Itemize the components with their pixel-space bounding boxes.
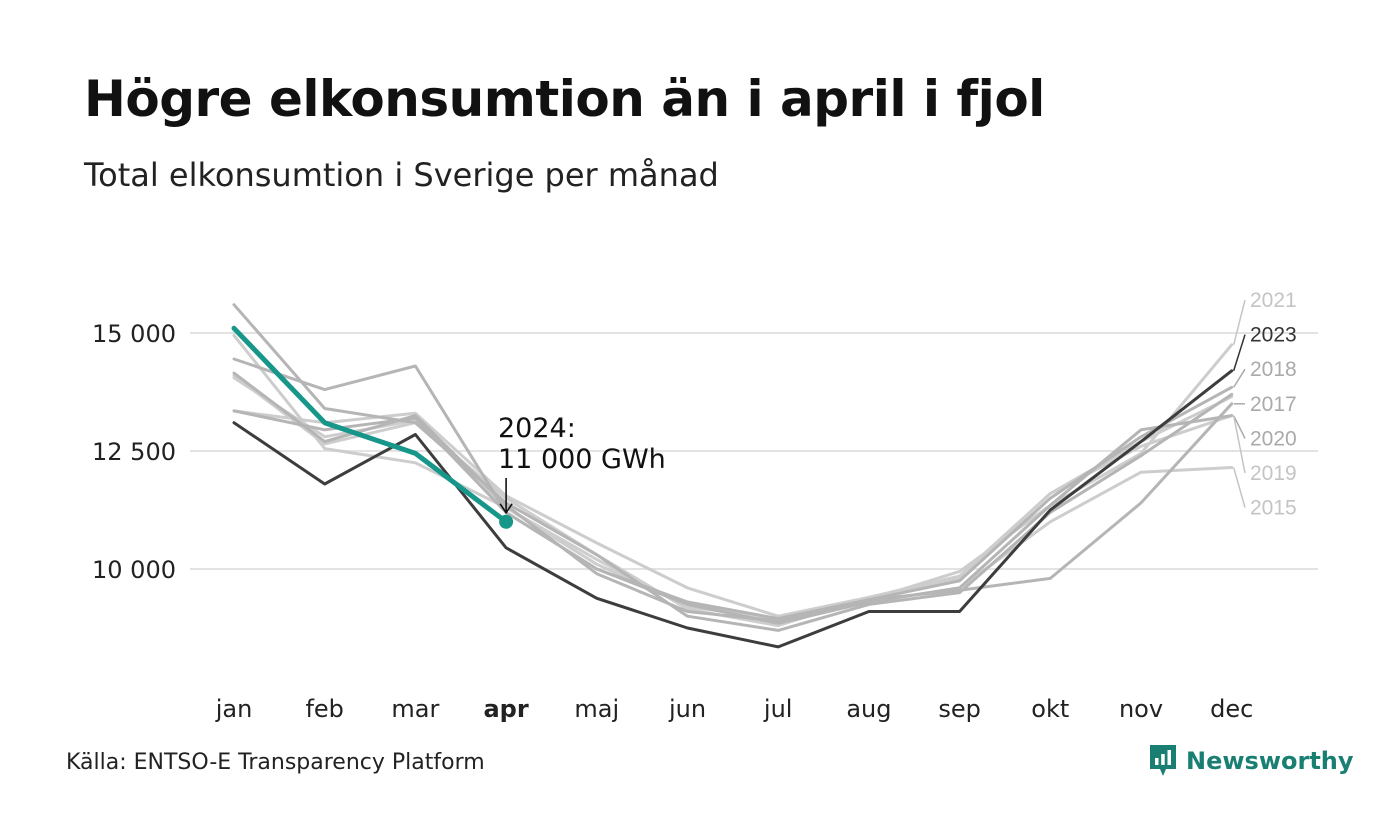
newsworthy-logo-icon: [1150, 745, 1176, 776]
series-line-2017: [232, 357, 1234, 621]
y-tick-label: 15 000: [92, 320, 176, 348]
series-label-2019: 2019: [1250, 462, 1297, 485]
series-lines: [231, 303, 1234, 649]
x-tick-label: jun: [668, 695, 706, 723]
annotation-value: 11 000 GWh: [498, 444, 666, 475]
label-leader-2023: [1232, 334, 1246, 371]
x-tick-label: maj: [574, 695, 619, 723]
series-label-2015: 2015: [1250, 497, 1297, 520]
series-line-2020: [232, 409, 1234, 625]
newsworthy-logo-text: Newsworthy: [1186, 747, 1354, 775]
x-tick-label: dec: [1210, 695, 1253, 723]
series-label-2021: 2021: [1250, 289, 1297, 312]
series-labels: 2021 2023 2018 2017 2020 2019 2015: [1232, 289, 1297, 520]
source-note: Källa: ENTSO-E Transparency Platform: [66, 750, 485, 775]
label-leader-2015: [1232, 467, 1246, 508]
annotation: 2024:11 000 GWh: [498, 413, 666, 529]
series-line-2015: [232, 376, 1234, 621]
series-line-2018: [232, 371, 1234, 623]
x-tick-label: aug: [846, 695, 891, 723]
x-axis: jan feb mar apr maj jun jul aug sep okt nov dec: [215, 695, 1254, 723]
x-tick-label: jan: [215, 695, 253, 723]
series-label-2018: 2018: [1250, 358, 1297, 381]
y-tick-label: 10 000: [92, 556, 176, 584]
x-tick-label: jul: [763, 695, 793, 723]
series-label-2017: 2017: [1250, 393, 1297, 416]
annotation-year: 2024:: [498, 413, 576, 444]
series-label-2020: 2020: [1250, 427, 1297, 450]
x-tick-label: nov: [1119, 695, 1163, 723]
series-line-2024: [231, 325, 509, 525]
x-tick-label: mar: [391, 695, 439, 723]
label-leader-2019: [1232, 415, 1246, 474]
newsworthy-logo[interactable]: Newsworthy: [1148, 743, 1354, 779]
x-tick-label: okt: [1031, 695, 1069, 723]
chart-subtitle: Total elkonsumtion i Sverige per månad: [84, 156, 719, 194]
chart-title: Högre elkonsumtion än i april i fjol: [84, 70, 1045, 128]
y-axis: 10 000 12 500 15 000: [92, 320, 176, 584]
annotation-point: [499, 514, 514, 529]
series-line-2023: [232, 369, 1234, 649]
series-label-2023: 2023: [1250, 324, 1297, 347]
label-leader-2020: [1233, 415, 1246, 439]
label-leader-2018: [1233, 368, 1246, 388]
series-line-2016: [232, 303, 1234, 632]
x-tick-label: apr: [483, 695, 528, 723]
series-line-2022: [232, 374, 1234, 628]
annotation-arrow-head: [499, 503, 513, 515]
x-tick-label: feb: [305, 695, 343, 723]
label-leader-2021: [1232, 299, 1246, 345]
y-tick-label: 12 500: [92, 438, 176, 466]
x-tick-label: sep: [938, 695, 981, 723]
